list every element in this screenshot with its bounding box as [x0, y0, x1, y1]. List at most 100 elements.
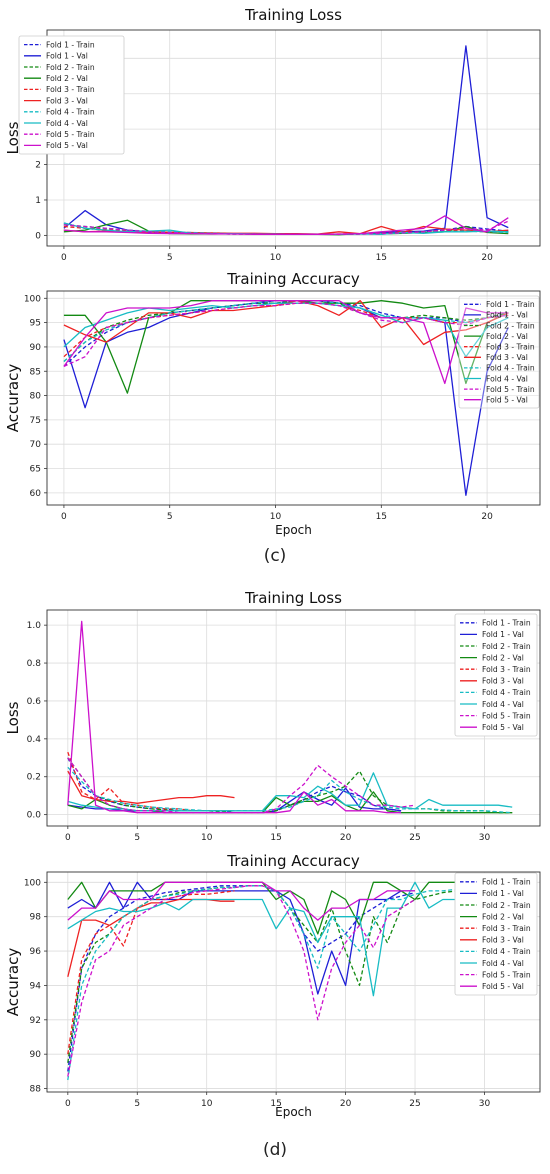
- axes-frame: [46, 290, 541, 506]
- y-tick-label: 88: [30, 1085, 42, 1095]
- chart-2: 0 5 10 15 20 60 65 70 75 80 85 90 95 100 Training Accu…: [4, 270, 541, 537]
- x-tick-label: 15: [376, 253, 387, 263]
- legend-label: Fold 3 - Val: [46, 96, 88, 105]
- x-tick-label: 20: [481, 512, 493, 522]
- legend-label: Fold 3 - Val: [486, 353, 528, 362]
- y-axis-label: Loss: [4, 121, 22, 154]
- legend-label: Fold 5 - Val: [46, 141, 88, 150]
- y-tick-label: 100: [24, 294, 41, 304]
- y-tick-label: 92: [30, 1016, 41, 1026]
- y-tick-label: 65: [30, 465, 41, 475]
- x-tick-label: 20: [481, 253, 493, 263]
- x-tick-label: 10: [201, 833, 213, 843]
- legend-label: Fold 2 - Train: [482, 642, 531, 651]
- chart-3: 0 5 10 15 20 25 30 0.0 0.2 0.4 0.6 0.8 1.0 Training L…: [4, 589, 541, 843]
- legend-label: Fold 5 - Val: [482, 982, 524, 991]
- x-tick-label: 5: [167, 253, 173, 263]
- x-tick-label: 10: [270, 512, 282, 522]
- legend-label: Fold 2 - Val: [46, 74, 88, 83]
- legend-label: Fold 5 - Train: [46, 130, 95, 139]
- legend-label: Fold 3 - Train: [486, 343, 535, 352]
- chart-title: Training Accuracy: [226, 852, 360, 870]
- series-line-10: [67, 620, 402, 814]
- legend-label: Fold 1 - Val: [46, 52, 88, 61]
- caption-d: (d): [262, 1140, 288, 1160]
- x-tick-label: 10: [270, 253, 282, 263]
- chart-title: Training Accuracy: [226, 270, 360, 288]
- series-line-1: [67, 885, 416, 1072]
- y-axis-label: Loss: [4, 701, 22, 734]
- y-tick-label: 0.8: [27, 659, 42, 669]
- legend-label: Fold 4 - Val: [486, 374, 528, 383]
- y-tick-label: 0.6: [27, 697, 42, 707]
- x-tick-label: 10: [201, 1099, 213, 1109]
- x-tick-label: 20: [340, 1099, 352, 1109]
- legend-label: Fold 4 - Train: [486, 364, 535, 373]
- legend-label: Fold 2 - Train: [46, 63, 95, 72]
- legend-label: Fold 1 - Train: [46, 40, 95, 49]
- x-tick-label: 5: [134, 833, 140, 843]
- legend-label: Fold 5 - Val: [486, 396, 528, 405]
- legend-label: Fold 1 - Train: [486, 300, 535, 309]
- y-tick-label: 70: [30, 440, 42, 450]
- y-tick-label: 100: [24, 878, 41, 888]
- y-tick-label: 80: [30, 392, 42, 402]
- series-line-5: [67, 751, 235, 812]
- x-tick-label: 15: [376, 512, 387, 522]
- series-line-10: [63, 300, 509, 385]
- legend-label: Fold 2 - Val: [486, 332, 528, 341]
- series-line-9: [63, 302, 509, 367]
- legend-label: Fold 4 - Val: [46, 119, 88, 128]
- axes-frame: [46, 871, 541, 1093]
- y-tick-label: 1.0: [27, 621, 42, 631]
- series-line-8: [63, 302, 509, 358]
- series-line-8: [67, 881, 513, 997]
- x-tick-label: 0: [65, 833, 71, 843]
- series-line-10: [67, 881, 415, 921]
- legend-label: Fold 4 - Val: [482, 700, 524, 709]
- legend: Fold 1 - Train Fold 1 - Val Fold 2 - Train…: [454, 872, 538, 996]
- x-tick-label: 0: [61, 512, 67, 522]
- y-tick-label: 96: [30, 947, 42, 957]
- y-tick-label: 2: [35, 161, 41, 171]
- series-line-10: [63, 215, 509, 235]
- legend-label: Fold 2 - Train: [482, 901, 531, 910]
- x-tick-label: 30: [479, 833, 491, 843]
- legend-box: [454, 613, 538, 737]
- axes-frame: [46, 609, 541, 827]
- y-tick-label: 90: [30, 1050, 42, 1060]
- y-axis-label: Accuracy: [4, 364, 22, 433]
- legend-label: Fold 3 - Val: [482, 936, 524, 945]
- y-tick-label: 85: [30, 367, 41, 377]
- legend-label: Fold 1 - Val: [482, 889, 524, 898]
- legend-label: Fold 5 - Train: [482, 970, 531, 979]
- x-tick-label: 25: [409, 833, 420, 843]
- legend-label: Fold 2 - Val: [482, 912, 524, 921]
- caption-c: (c): [263, 546, 287, 566]
- chart-title: Training Loss: [244, 589, 342, 607]
- y-tick-label: 95: [30, 319, 41, 329]
- y-tick-label: 0.4: [27, 735, 42, 745]
- legend-label: Fold 5 - Val: [482, 723, 524, 732]
- y-tick-label: 98: [30, 913, 42, 923]
- legend-box: [454, 872, 538, 996]
- legend-label: Fold 4 - Val: [482, 959, 524, 968]
- legend: Fold 1 - Train Fold 1 - Val Fold 2 - Train…: [18, 35, 125, 155]
- x-tick-label: 20: [340, 833, 352, 843]
- legend-box: [18, 35, 125, 155]
- x-tick-label: 15: [270, 833, 281, 843]
- x-tick-label: 0: [65, 1099, 71, 1109]
- x-tick-label: 0: [61, 253, 67, 263]
- legend-label: Fold 4 - Train: [46, 108, 95, 117]
- series-line-9: [67, 885, 416, 1077]
- y-tick-label: 0.2: [27, 773, 41, 783]
- y-tick-label: 90: [30, 343, 42, 353]
- legend-label: Fold 1 - Train: [482, 619, 531, 628]
- y-tick-label: 1: [35, 196, 41, 206]
- legend-label: Fold 1 - Train: [482, 878, 531, 887]
- x-tick-label: 5: [167, 512, 173, 522]
- y-tick-label: 0.0: [27, 811, 42, 821]
- legend-label: Fold 2 - Val: [482, 653, 524, 662]
